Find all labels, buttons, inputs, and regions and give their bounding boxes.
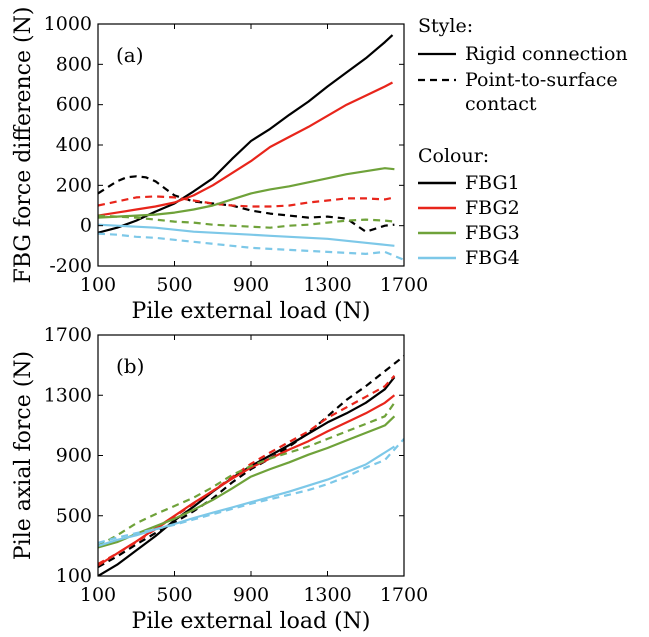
legend-style-rigid: Rigid connection bbox=[465, 43, 628, 65]
y-tick-label: 500 bbox=[56, 505, 92, 527]
panel-a-chart: 100 500 900 1300 1700 -200 0 200 400 600 800 1000 Pi… bbox=[11, 7, 428, 324]
x-tick-label: 100 bbox=[80, 274, 116, 296]
panel-b-chart: 100 500 900 1300 1700 100 500 900 1300 1700 Pile e… bbox=[11, 324, 428, 634]
y-tick-label: 400 bbox=[56, 134, 92, 156]
y-tick-label: 800 bbox=[56, 53, 92, 75]
x-tick-label: 100 bbox=[80, 584, 116, 606]
y-tick-label: 1300 bbox=[44, 384, 92, 406]
series-line-fbg3-point-to-surface bbox=[98, 402, 396, 547]
series-line-fbg4-point-to-surface bbox=[98, 438, 404, 544]
series-line-fbg2-point-to-surface bbox=[98, 195, 395, 208]
legend-colour-label-fbg2: FBG2 bbox=[465, 197, 520, 219]
x-tick-label: 1300 bbox=[303, 274, 351, 296]
panel-label: (a) bbox=[116, 43, 144, 67]
y-tick-label: 200 bbox=[56, 174, 92, 196]
legend-colour-title: Colour: bbox=[418, 145, 489, 167]
series-line-fbg2-rigid bbox=[98, 81, 394, 217]
legend-style-point-to-surface: Point-to-surface bbox=[465, 69, 618, 91]
x-axis-label: Pile external load (N) bbox=[132, 609, 371, 634]
legend-colour-label-fbg1: FBG1 bbox=[465, 172, 520, 194]
series-line-fbg4-point-to-surface bbox=[98, 232, 404, 261]
y-tick-label: -200 bbox=[49, 255, 92, 277]
y-tick-label: 1000 bbox=[44, 13, 92, 35]
series-group bbox=[98, 355, 404, 576]
series-line-fbg2-point-to-surface bbox=[98, 374, 396, 565]
y-tick-label: 900 bbox=[56, 445, 92, 467]
legend-style-title: Style: bbox=[418, 15, 473, 37]
series-line-fbg3-point-to-surface bbox=[98, 214, 395, 229]
x-tick-label: 900 bbox=[233, 274, 269, 296]
x-axis-label: Pile external load (N) bbox=[132, 299, 371, 324]
series-line-fbg4-rigid bbox=[98, 223, 395, 247]
x-tick-label: 1700 bbox=[380, 584, 428, 606]
series-line-fbg3-rigid bbox=[98, 415, 396, 549]
x-tick-label: 500 bbox=[156, 274, 192, 296]
legend: Style: Rigid connection Point-to-surfaceco… bbox=[418, 15, 628, 269]
x-tick-label: 1300 bbox=[303, 584, 351, 606]
series-line-fbg1-point-to-surface bbox=[98, 355, 404, 568]
x-tick-label: 900 bbox=[233, 584, 269, 606]
y-tick-label: 0 bbox=[80, 215, 92, 237]
legend-style-point-to-surface-line2: contact bbox=[465, 93, 537, 115]
series-line-fbg2-rigid bbox=[98, 394, 396, 567]
y-tick-label: 100 bbox=[56, 565, 92, 587]
y-axis-label: Pile axial force (N) bbox=[11, 351, 36, 560]
y-axis-label: FBG force difference (N) bbox=[11, 7, 36, 284]
legend-colour-label-fbg3: FBG3 bbox=[465, 222, 520, 244]
x-tick-label: 1700 bbox=[380, 274, 428, 296]
series-line-fbg1-point-to-surface bbox=[98, 175, 395, 233]
legend-colour-label-fbg4: FBG4 bbox=[465, 247, 520, 269]
panel-label: (b) bbox=[116, 354, 144, 378]
plot-frame bbox=[97, 23, 405, 267]
series-line-fbg3-rigid bbox=[98, 167, 395, 219]
series-group bbox=[98, 34, 404, 261]
y-tick-label: 600 bbox=[56, 94, 92, 116]
y-tick-label: 1700 bbox=[44, 324, 92, 346]
x-tick-label: 500 bbox=[156, 584, 192, 606]
series-line-fbg1-rigid bbox=[98, 376, 396, 576]
